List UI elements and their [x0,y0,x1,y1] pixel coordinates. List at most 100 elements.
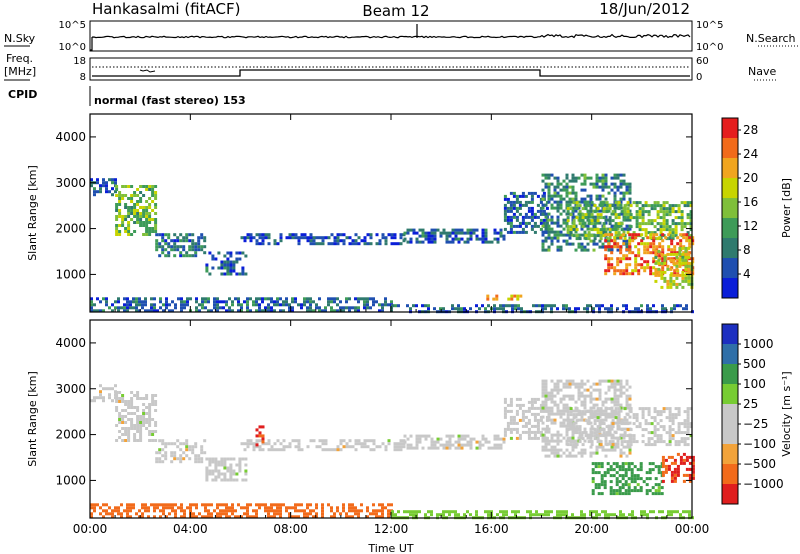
range-gate-cell [627,489,631,493]
range-gate-cell [291,300,294,304]
range-gate-cell [363,445,367,449]
range-gate-cell [220,460,224,464]
range-gate-cell [418,440,422,444]
range-gate-cell [115,439,119,442]
range-gate-cell [629,410,633,414]
range-gate-cell [623,434,627,438]
range-gate-cell [267,306,270,310]
range-gate-cell [118,230,122,233]
range-gate-cell [591,471,595,475]
range-gate-cell [294,236,298,240]
range-gate-cell [619,185,623,189]
range-gate-cell [614,222,618,226]
range-gate-cell [620,222,624,226]
range-gate-cell [544,212,548,216]
range-gate-cell [339,512,342,516]
range-gate-cell [628,200,632,204]
range-gate-cell [161,454,165,458]
range-gate-cell [556,203,560,207]
range-gate-cell [623,207,627,211]
range-gate-cell [151,394,155,397]
range-gate-cell [303,303,306,307]
range-gate-cell [662,410,666,414]
range-gate-cell [571,176,575,180]
range-gate-cell [632,216,636,220]
range-gate-cell [255,512,258,516]
range-gate-cell [541,388,545,392]
range-gate-cell [608,231,612,235]
range-gate-cell [664,470,668,474]
range-gate-cell [267,515,270,519]
range-gate-cell [587,440,591,444]
range-gate-cell [324,306,327,310]
range-gate-cell [619,251,623,255]
range-gate-cell [556,385,560,389]
range-gate-cell [327,297,330,301]
range-gate-cell [617,416,621,420]
range-gate-cell [602,207,606,211]
range-gate-cell [336,509,339,513]
range-gate-cell [115,194,119,197]
range-gate-cell [608,440,612,444]
range-gate-cell [213,303,216,307]
range-gate-cell [661,479,665,483]
range-gate-cell [142,215,146,218]
range-gate-cell [675,282,679,286]
range-gate-cell [330,509,333,513]
range-gate-cell [197,457,201,461]
range-gate-cell [683,425,687,429]
range-gate-cell [117,300,120,304]
range-gate-cell [604,230,608,234]
range-gate-cell [123,309,126,313]
range-gate-cell [503,215,507,219]
range-gate-cell [562,394,566,398]
range-gate-cell [409,237,413,241]
range-gate-cell [539,403,543,407]
range-gate-cell [297,242,301,246]
range-gate-cell [647,437,651,441]
range-gate-cell [580,433,584,437]
range-gate-cell [680,225,684,229]
range-gate-cell [691,467,695,471]
range-gate-cell [589,197,593,201]
range-gate-cell [670,476,674,480]
range-gate-cell [634,233,638,237]
range-gate-cell [635,216,639,220]
range-gate-cell [544,445,548,449]
range-gate-cell [327,448,331,452]
range-gate-cell [608,219,612,223]
range-gate-cell [115,185,119,188]
range-gate-cell [565,173,569,177]
range-gate-cell [586,379,590,383]
range-gate-cell [285,303,288,307]
range-gate-cell [620,443,624,447]
range-gate-cell [267,509,270,513]
range-gate-cell [680,201,684,205]
range-gate-cell [226,251,230,255]
range-gate-cell [90,309,93,313]
range-gate-cell [565,194,569,198]
range-gate-cell [217,469,221,473]
range-gate-cell [580,391,584,395]
range-gate-cell [154,430,158,433]
range-gate-cell [506,427,510,431]
range-gate-cell [469,231,473,235]
range-gate-cell [220,266,224,270]
range-gate-cell [261,236,265,240]
range-gate-cell [553,221,557,225]
range-gate-cell [463,437,467,441]
range-gate-cell [637,307,640,311]
range-gate-cell [620,234,624,238]
range-gate-cell [556,406,560,410]
range-gate-cell [572,413,576,417]
range-gate-cell [511,304,514,308]
range-gate-cell [142,397,146,400]
range-gate-cell [674,228,678,232]
range-gate-cell [499,228,503,232]
range-gate-cell [622,173,626,177]
y-axis-label: Slant Range [km] [26,165,39,261]
range-gate-cell [339,233,343,237]
range-gate-cell [683,225,687,229]
range-gate-cell [124,421,128,424]
range-gate-cell [270,515,273,519]
